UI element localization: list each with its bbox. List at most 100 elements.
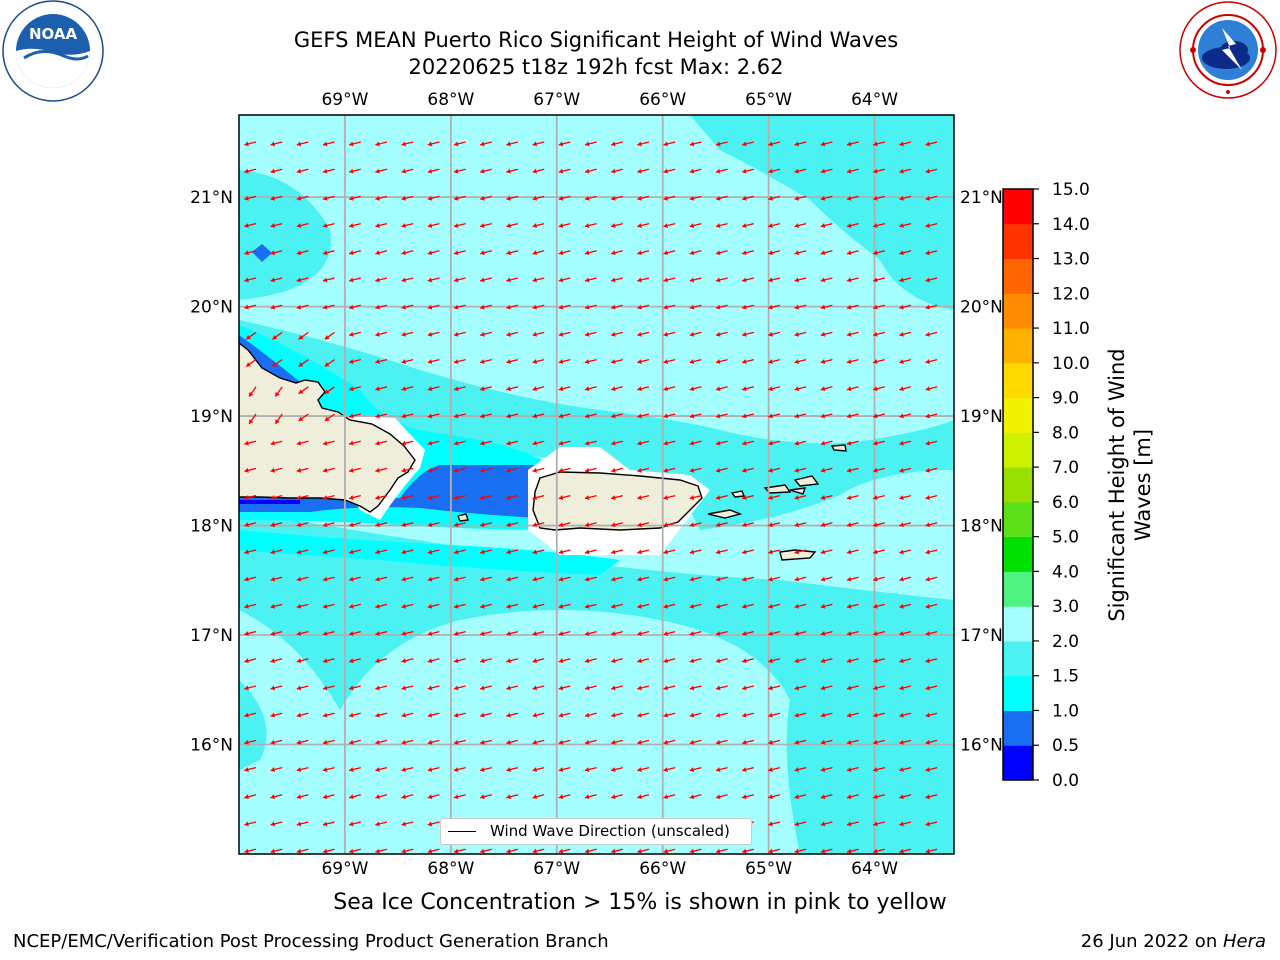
wave-direction-arrow	[401, 168, 414, 174]
wave-direction-arrow	[610, 331, 623, 337]
wave-direction-arrow	[453, 658, 466, 664]
wave-direction-arrow	[401, 494, 414, 500]
wave-direction-arrow	[610, 467, 623, 473]
wave-direction-arrow	[453, 413, 466, 419]
wave-direction-arrow	[348, 222, 361, 228]
wave-direction-arrow	[427, 413, 440, 419]
wave-direction-arrow	[820, 821, 833, 827]
wave-direction-arrow	[558, 603, 571, 609]
wave-direction-arrow	[506, 848, 519, 854]
wave-direction-arrow	[741, 358, 754, 364]
lat-label-left: 18°N	[190, 517, 233, 537]
wave-direction-arrow	[741, 250, 754, 256]
colorbar	[1002, 188, 1034, 781]
wave-direction-arrow	[768, 250, 781, 256]
wave-direction-arrow	[715, 304, 728, 310]
wave-direction-arrow	[532, 277, 545, 283]
wave-direction-arrow	[663, 712, 676, 718]
wave-direction-arrow	[794, 494, 807, 500]
wave-direction-arrow	[532, 848, 545, 854]
wave-direction-arrow	[663, 467, 676, 473]
wave-direction-arrow	[324, 413, 335, 422]
wave-direction-arrow	[296, 222, 309, 228]
wave-direction-arrow	[348, 766, 361, 772]
wave-direction-arrow	[401, 467, 414, 473]
wave-direction-arrow	[872, 630, 885, 636]
wave-direction-arrow	[348, 522, 361, 528]
wave-direction-arrow	[270, 766, 283, 772]
colorbar-tick-label: 0.5	[1052, 736, 1079, 756]
wave-direction-arrow	[558, 739, 571, 745]
wave-direction-arrow	[584, 304, 597, 310]
wave-direction-arrow	[925, 304, 938, 310]
wave-direction-arrow	[872, 848, 885, 854]
graticule	[239, 115, 954, 854]
wave-direction-arrow	[558, 630, 571, 636]
wave-direction-arrow	[820, 766, 833, 772]
wave-direction-arrow	[925, 467, 938, 473]
wave-direction-arrow	[558, 467, 571, 473]
wave-direction-arrow	[427, 440, 440, 446]
lon-label-top: 65°W	[745, 90, 792, 110]
wave-direction-arrow	[296, 168, 309, 174]
wave-direction-arrow	[506, 712, 519, 718]
wave-direction-arrow	[689, 658, 702, 664]
wave-direction-arrow	[401, 576, 414, 582]
wave-direction-arrow	[846, 576, 859, 582]
wave-direction-arrow	[741, 277, 754, 283]
wave-direction-arrow	[610, 141, 623, 147]
wave-direction-arrow	[663, 549, 676, 555]
wave-direction-arrow	[715, 739, 728, 745]
wave-direction-arrow	[820, 467, 833, 473]
wave-direction-arrow	[296, 250, 309, 256]
wave-direction-arrow	[506, 467, 519, 473]
wave-direction-arrow	[348, 467, 361, 473]
wave-direction-arrow	[375, 141, 388, 147]
wave-direction-arrow	[244, 277, 257, 283]
wave-direction-arrow	[479, 739, 492, 745]
wave-direction-arrow	[453, 685, 466, 691]
wave-direction-arrow	[270, 168, 283, 174]
wave-direction-arrow	[768, 766, 781, 772]
colorbar-tick-label: 12.0	[1052, 284, 1090, 304]
wave-direction-arrow	[245, 331, 257, 340]
wave-direction-arrow	[401, 848, 414, 854]
wave-direction-arrow	[741, 658, 754, 664]
wave-direction-arrow	[715, 658, 728, 664]
wave-direction-arrow	[689, 766, 702, 772]
wave-direction-arrow	[637, 739, 650, 745]
wave-direction-arrow	[794, 603, 807, 609]
wave-direction-arrow	[532, 141, 545, 147]
wave-direction-arrow	[322, 467, 335, 473]
colorbar-tick-label: 6.0	[1052, 493, 1079, 513]
lat-label-left: 19°N	[190, 407, 233, 427]
wave-direction-arrow	[899, 331, 912, 337]
wave-direction-arrow	[794, 467, 807, 473]
colorbar-tick-label: 7.0	[1052, 458, 1079, 478]
wave-direction-arrow	[820, 576, 833, 582]
wave-direction-arrow	[768, 848, 781, 854]
wave-direction-arrow	[270, 304, 283, 310]
wave-direction-arrow	[401, 304, 414, 310]
wave-direction-arrow	[689, 522, 702, 528]
wave-direction-arrow	[689, 386, 702, 392]
colorbar-tick-label: 10.0	[1052, 354, 1090, 374]
wave-direction-arrow	[324, 386, 335, 395]
wave-direction-arrow	[479, 522, 492, 528]
wave-direction-arrow	[794, 739, 807, 745]
lat-label-left: 21°N	[190, 188, 233, 208]
lat-label-left: 17°N	[190, 626, 233, 646]
wave-direction-arrow	[244, 603, 257, 609]
wave-direction-arrow	[663, 222, 676, 228]
land-vieques	[707, 509, 743, 519]
wave-direction-arrow	[768, 277, 781, 283]
wave-direction-arrow	[610, 304, 623, 310]
wave-direction-arrow	[820, 304, 833, 310]
map-area	[239, 115, 954, 854]
nws-logo-icon	[1179, 1, 1277, 99]
wave-direction-arrow	[846, 522, 859, 528]
wave-direction-arrow	[689, 685, 702, 691]
wave-direction-arrow	[375, 603, 388, 609]
land-mona	[457, 513, 469, 522]
wave-direction-arrow	[768, 685, 781, 691]
